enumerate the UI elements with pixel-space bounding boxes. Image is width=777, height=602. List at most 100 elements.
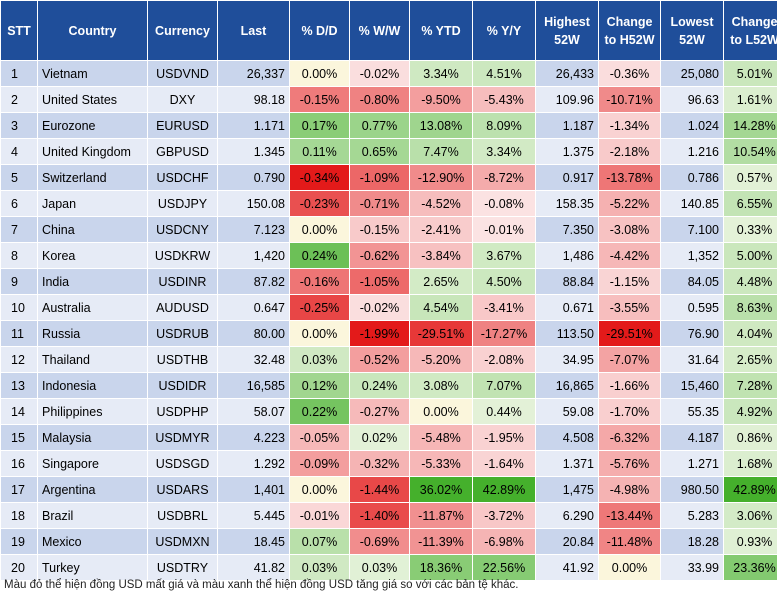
header-dd[interactable]: % D/D bbox=[289, 0, 350, 61]
table-row: 15 Malaysia USDMYR 4.223 -0.05% 0.02% -5.48% -1… bbox=[0, 424, 777, 451]
header-highest-52w[interactable]: Highest 52W bbox=[535, 0, 599, 61]
cell-currency: USDRUB bbox=[147, 320, 218, 347]
cell-last: 0.790 bbox=[217, 164, 290, 191]
table-row: 13 Indonesia USDIDR 16,585 0.12% 0.24% 3.08% 7.… bbox=[0, 372, 777, 399]
header-lowest-52w[interactable]: Lowest 52W bbox=[660, 0, 724, 61]
cell-stt: 9 bbox=[0, 268, 38, 295]
header-yy[interactable]: % Y/Y bbox=[472, 0, 536, 61]
header-change-l52w[interactable]: Change to L52W bbox=[723, 0, 777, 61]
cell-pct-ww: 0.65% bbox=[349, 138, 410, 165]
cell-pct-yy: -1.95% bbox=[472, 424, 536, 451]
cell-lowest-52w: 1.024 bbox=[660, 112, 724, 139]
cell-pct-dd: 0.22% bbox=[289, 398, 350, 425]
cell-pct-yy: -5.43% bbox=[472, 86, 536, 113]
cell-change-h52w: -0.36% bbox=[598, 60, 661, 87]
cell-pct-ytd: -5.33% bbox=[409, 450, 473, 477]
cell-pct-ytd: 18.36% bbox=[409, 554, 473, 581]
cell-change-l52w: 3.06% bbox=[723, 502, 777, 529]
cell-stt: 5 bbox=[0, 164, 38, 191]
cell-highest-52w: 109.96 bbox=[535, 86, 599, 113]
cell-last: 5.445 bbox=[217, 502, 290, 529]
cell-change-h52w: -13.44% bbox=[598, 502, 661, 529]
cell-lowest-52w: 31.64 bbox=[660, 346, 724, 373]
cell-pct-ww: -0.27% bbox=[349, 398, 410, 425]
cell-pct-ytd: -2.41% bbox=[409, 216, 473, 243]
cell-pct-yy: -2.08% bbox=[472, 346, 536, 373]
cell-currency: EURUSD bbox=[147, 112, 218, 139]
cell-last: 80.00 bbox=[217, 320, 290, 347]
cell-country: Thailand bbox=[37, 346, 148, 373]
cell-change-l52w: 4.04% bbox=[723, 320, 777, 347]
cell-highest-52w: 59.08 bbox=[535, 398, 599, 425]
cell-currency: USDMYR bbox=[147, 424, 218, 451]
cell-pct-ytd: 13.08% bbox=[409, 112, 473, 139]
cell-country: Indonesia bbox=[37, 372, 148, 399]
cell-pct-ww: 0.03% bbox=[349, 554, 410, 581]
cell-currency: USDKRW bbox=[147, 242, 218, 269]
cell-change-h52w: -4.98% bbox=[598, 476, 661, 503]
header-ytd[interactable]: % YTD bbox=[409, 0, 473, 61]
cell-currency: USDTHB bbox=[147, 346, 218, 373]
table-row: 9 India USDINR 87.82 -0.16% -1.05% 2.65% 4.50% 8… bbox=[0, 268, 777, 295]
cell-last: 26,337 bbox=[217, 60, 290, 87]
cell-stt: 11 bbox=[0, 320, 38, 347]
cell-pct-ytd: -11.39% bbox=[409, 528, 473, 555]
cell-change-l52w: 5.00% bbox=[723, 242, 777, 269]
cell-lowest-52w: 980.50 bbox=[660, 476, 724, 503]
cell-change-l52w: 4.48% bbox=[723, 268, 777, 295]
cell-pct-ww: -1.09% bbox=[349, 164, 410, 191]
header-currency[interactable]: Currency bbox=[147, 0, 218, 61]
header-ww[interactable]: % W/W bbox=[349, 0, 410, 61]
cell-stt: 8 bbox=[0, 242, 38, 269]
cell-change-h52w: -2.18% bbox=[598, 138, 661, 165]
cell-last: 98.18 bbox=[217, 86, 290, 113]
cell-stt: 2 bbox=[0, 86, 38, 113]
cell-change-h52w: -5.76% bbox=[598, 450, 661, 477]
cell-highest-52w: 1.371 bbox=[535, 450, 599, 477]
cell-lowest-52w: 55.35 bbox=[660, 398, 724, 425]
cell-lowest-52w: 96.63 bbox=[660, 86, 724, 113]
table-row: 2 United States DXY 98.18 -0.15% -0.80% -9.50%… bbox=[0, 86, 777, 113]
cell-country: Malaysia bbox=[37, 424, 148, 451]
cell-change-l52w: 6.55% bbox=[723, 190, 777, 217]
cell-pct-ytd: 3.34% bbox=[409, 60, 473, 87]
cell-stt: 14 bbox=[0, 398, 38, 425]
cell-highest-52w: 1,486 bbox=[535, 242, 599, 269]
cell-change-l52w: 0.93% bbox=[723, 528, 777, 555]
cell-change-h52w: -4.42% bbox=[598, 242, 661, 269]
header-change-h52w[interactable]: Change to H52W bbox=[598, 0, 661, 61]
cell-stt: 20 bbox=[0, 554, 38, 581]
header-stt[interactable]: STT bbox=[0, 0, 38, 61]
cell-pct-yy: -17.27% bbox=[472, 320, 536, 347]
cell-pct-dd: 0.24% bbox=[289, 242, 350, 269]
cell-change-h52w: -3.08% bbox=[598, 216, 661, 243]
cell-pct-yy: 7.07% bbox=[472, 372, 536, 399]
cell-lowest-52w: 7.100 bbox=[660, 216, 724, 243]
cell-pct-ww: -1.05% bbox=[349, 268, 410, 295]
header-country[interactable]: Country bbox=[37, 0, 148, 61]
table-row: 5 Switzerland USDCHF 0.790 -0.34% -1.09% -12.9… bbox=[0, 164, 777, 191]
cell-lowest-52w: 15,460 bbox=[660, 372, 724, 399]
cell-currency: USDCHF bbox=[147, 164, 218, 191]
cell-pct-dd: 0.07% bbox=[289, 528, 350, 555]
cell-highest-52w: 20.84 bbox=[535, 528, 599, 555]
cell-stt: 16 bbox=[0, 450, 38, 477]
cell-last: 18.45 bbox=[217, 528, 290, 555]
cell-highest-52w: 1.187 bbox=[535, 112, 599, 139]
cell-pct-dd: 0.00% bbox=[289, 476, 350, 503]
header-last[interactable]: Last bbox=[217, 0, 290, 61]
cell-last: 0.647 bbox=[217, 294, 290, 321]
cell-highest-52w: 0.917 bbox=[535, 164, 599, 191]
cell-last: 16,585 bbox=[217, 372, 290, 399]
cell-pct-ytd: 4.54% bbox=[409, 294, 473, 321]
cell-pct-dd: -0.09% bbox=[289, 450, 350, 477]
cell-last: 7.123 bbox=[217, 216, 290, 243]
cell-change-h52w: -1.66% bbox=[598, 372, 661, 399]
cell-stt: 4 bbox=[0, 138, 38, 165]
table-row: 20 Turkey USDTRY 41.82 0.03% 0.03% 18.36% 22.56… bbox=[0, 554, 777, 581]
table-row: 4 United Kingdom GBPUSD 1.345 0.11% 0.65% 7.47… bbox=[0, 138, 777, 165]
cell-highest-52w: 34.95 bbox=[535, 346, 599, 373]
cell-country: United States bbox=[37, 86, 148, 113]
cell-highest-52w: 88.84 bbox=[535, 268, 599, 295]
cell-pct-dd: 0.00% bbox=[289, 320, 350, 347]
